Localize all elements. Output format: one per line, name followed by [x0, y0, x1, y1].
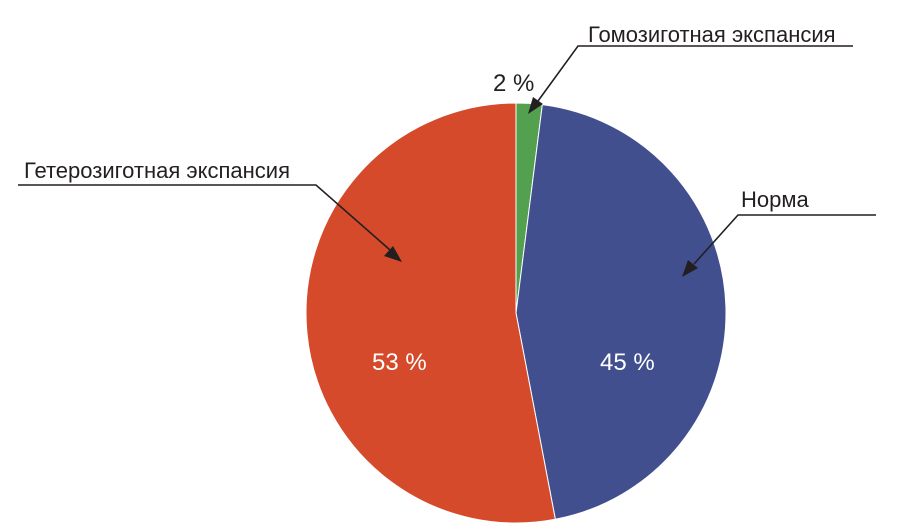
slice-label-norm: Норма: [741, 187, 809, 212]
leader-heterozygous: [18, 184, 402, 262]
slice-label-homozygous: Гомозиготная экспансия: [588, 22, 836, 47]
pie-slice-heterozygous: [305, 102, 556, 524]
value-label-heterozygous: 53 %: [372, 349, 427, 376]
leader-homozygous: [528, 45, 853, 114]
pie-slices: [305, 102, 727, 524]
value-label-homozygous: 2 %: [493, 70, 534, 97]
leader-norm: [682, 214, 876, 277]
value-label-norm: 45 %: [600, 349, 655, 376]
pie-slice-norm: [515, 104, 727, 520]
slice-label-heterozygous: Гетерозиготная экспансия: [24, 158, 290, 183]
